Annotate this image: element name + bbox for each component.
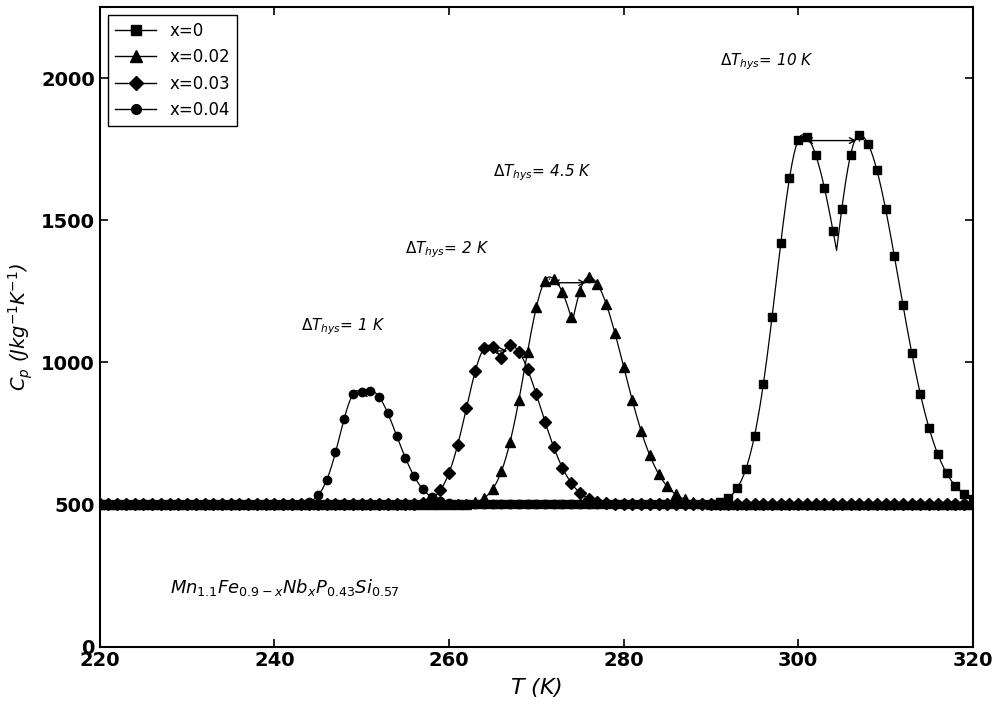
- x=0: [618, 501, 630, 509]
- x=0.03: [967, 501, 979, 509]
- X-axis label: $T$ (K): $T$ (K): [510, 676, 562, 699]
- x=0.04: [94, 501, 106, 509]
- x=0.02: [495, 467, 507, 476]
- Line: x=0.03: x=0.03: [96, 341, 977, 508]
- x=0.03: [155, 501, 167, 509]
- x=0.03: [626, 500, 638, 508]
- x=0: [155, 501, 167, 509]
- x=0.02: [155, 501, 167, 509]
- x=0.02: [714, 500, 726, 508]
- Text: $\Delta T_{hys}$= 10 K: $\Delta T_{hys}$= 10 K: [720, 52, 813, 72]
- Line: x=0.02: x=0.02: [95, 273, 978, 509]
- x=0.04: [364, 386, 376, 395]
- x=0: [94, 501, 106, 509]
- x=0.03: [312, 501, 324, 509]
- x=0.04: [155, 501, 167, 509]
- x=0.04: [504, 501, 516, 509]
- x=0.02: [94, 501, 106, 509]
- Text: $\Delta T_{hys}$= 4.5 K: $\Delta T_{hys}$= 4.5 K: [493, 162, 591, 184]
- x=0.03: [714, 501, 726, 509]
- x=0: [749, 431, 761, 440]
- x=0.02: [583, 273, 595, 281]
- Legend: x=0, x=0.02, x=0.03, x=0.04: x=0, x=0.02, x=0.03, x=0.04: [108, 16, 237, 126]
- x=0.04: [967, 501, 979, 509]
- x=0: [312, 501, 324, 509]
- x=0.04: [714, 501, 726, 509]
- Y-axis label: $C_p$ (Jkg$^{-1}$K$^{-1}$): $C_p$ (Jkg$^{-1}$K$^{-1}$): [7, 263, 35, 391]
- x=0.02: [967, 501, 979, 509]
- Line: x=0: x=0: [96, 131, 977, 508]
- x=0.03: [94, 501, 106, 509]
- x=0: [853, 131, 865, 139]
- x=0.04: [757, 501, 769, 509]
- x=0: [705, 499, 717, 508]
- Text: $\Delta T_{hys}$= 1 K: $\Delta T_{hys}$= 1 K: [301, 316, 385, 337]
- x=0.02: [312, 501, 324, 509]
- x=0: [495, 501, 507, 509]
- x=0.02: [757, 501, 769, 509]
- Line: x=0.04: x=0.04: [96, 387, 977, 508]
- x=0.02: [626, 396, 638, 405]
- x=0.04: [626, 501, 638, 509]
- Text: $\Delta T_{hys}$= 2 K: $\Delta T_{hys}$= 2 K: [405, 239, 489, 260]
- x=0: [967, 495, 979, 503]
- x=0.04: [312, 491, 324, 500]
- x=0.03: [757, 501, 769, 509]
- Text: $\mathit{Mn_{1.1}Fe_{0.9-x}Nb_xP_{0.43}Si_{0.57}}$: $\mathit{Mn_{1.1}Fe_{0.9-x}Nb_xP_{0.43}S…: [170, 578, 399, 598]
- x=0.03: [504, 341, 516, 349]
- x=0.03: [495, 353, 507, 361]
